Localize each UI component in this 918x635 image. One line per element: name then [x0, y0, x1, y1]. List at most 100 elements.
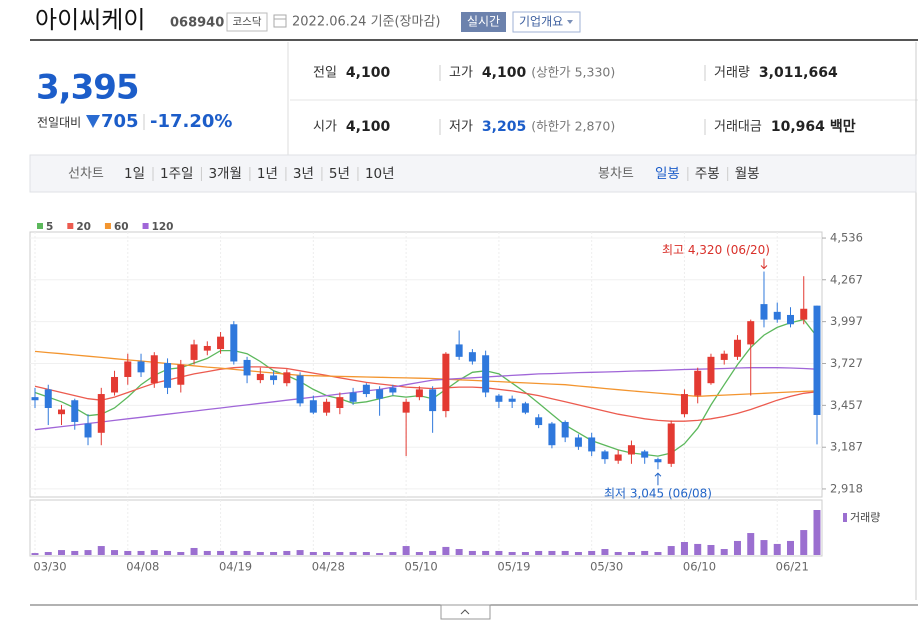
low-arrow: [654, 472, 662, 486]
stat-note: (하한가 2,870): [531, 119, 615, 134]
volume-bar: [309, 552, 317, 555]
y-tick-label: 4,536: [830, 231, 863, 245]
y-tick-label: 3,727: [830, 356, 863, 370]
volume-bar: [111, 550, 119, 555]
volume-bar: [177, 552, 185, 555]
change-rate: -17.20%: [150, 111, 232, 132]
stat-value: 3,205: [482, 119, 526, 135]
collapse-button[interactable]: [440, 604, 491, 620]
tab[interactable]: 월봉: [735, 166, 760, 182]
candle-body: [535, 417, 543, 426]
candle-body: [323, 401, 331, 413]
candle-body: [217, 336, 225, 350]
candle-body: [415, 389, 423, 398]
volume-bar: [442, 546, 450, 555]
candle-body: [667, 423, 675, 464]
candle-body: [508, 398, 516, 402]
candle-body: [389, 387, 397, 393]
x-tick-label: 05/30: [590, 560, 623, 574]
company-name: 아이씨케이: [35, 6, 145, 34]
volume-bar: [376, 553, 384, 555]
volume-bar: [561, 550, 569, 555]
high-annotation: 최고 4,320 (06/20): [662, 243, 770, 257]
volume-bar: [97, 546, 105, 555]
candle-body: [442, 353, 450, 412]
legend-label: 120: [152, 221, 174, 233]
tab[interactable]: 1주일: [160, 166, 193, 182]
tab[interactable]: 3년: [293, 166, 314, 182]
stat-label: 거래량: [714, 66, 750, 81]
volume-bar: [760, 540, 768, 555]
candle-body: [561, 421, 569, 438]
realtime-button-text[interactable]: 실시간: [467, 15, 500, 29]
stat-label: 거래대금: [714, 120, 762, 135]
tab[interactable]: 3개월: [208, 166, 241, 182]
candle-body: [124, 361, 132, 377]
volume-bar: [336, 552, 344, 555]
candle-body: [150, 355, 158, 384]
overview-button[interactable]: [512, 11, 581, 33]
volume-frame: [29, 499, 823, 557]
candle-body: [455, 344, 463, 357]
market: 코스닥: [233, 16, 262, 28]
volume-bar: [283, 550, 291, 555]
candle-body: [243, 359, 251, 376]
x-tick-label: 04/08: [126, 560, 159, 574]
candle-body: [31, 397, 39, 401]
volume-bar: [349, 552, 357, 555]
stat-label: 저가: [449, 120, 473, 135]
legend-swatch: [37, 223, 43, 229]
volume-bar: [71, 550, 79, 555]
candle-body: [641, 451, 649, 458]
candle-body: [601, 451, 609, 460]
stat-value: 4,100: [346, 119, 391, 135]
moving-average: [34, 367, 818, 431]
tab[interactable]: 1일: [124, 166, 145, 182]
tab[interactable]: 1년: [257, 166, 278, 182]
y-tick-label: 3,187: [830, 440, 863, 454]
volume-bar: [243, 550, 251, 555]
x-tick-label: 05/19: [497, 560, 530, 574]
candle-body: [813, 305, 821, 415]
stat-note: (상한가 5,330): [531, 65, 615, 80]
candle-body: [468, 352, 476, 362]
volume-bar: [137, 550, 145, 555]
candle-body: [614, 454, 622, 461]
legend-swatch: [142, 223, 149, 229]
candle-body: [720, 353, 728, 360]
volume-bar: [150, 550, 158, 555]
volume-bar: [601, 549, 609, 555]
volume-bar: [323, 552, 331, 555]
down-arrow: [86, 115, 100, 128]
volume-bar: [535, 550, 543, 555]
volume-bar: [495, 550, 503, 555]
candle-body: [349, 392, 357, 402]
candle-body: [760, 304, 768, 320]
volume-bar: [362, 552, 370, 555]
volume-bar: [707, 544, 715, 555]
stat-unit: 백만: [830, 119, 856, 135]
candle-chart-label: 봉차트: [598, 167, 634, 182]
candle-body: [786, 314, 794, 325]
volume-label: 거래량: [850, 511, 880, 524]
low-annotation: 최저 3,045 (06/08): [604, 487, 712, 501]
candle-body: [800, 308, 808, 320]
tab[interactable]: 주봉: [695, 166, 720, 182]
stat-label: 전일: [313, 66, 337, 81]
candle-body: [402, 401, 410, 413]
candle-body: [137, 361, 145, 373]
volume-bar: [521, 552, 529, 555]
stat-value: 4,100: [482, 65, 527, 81]
volume-bar: [230, 550, 238, 555]
candle-body: [521, 403, 529, 413]
candle-body: [482, 355, 490, 393]
tab[interactable]: 5년: [329, 166, 350, 182]
tab[interactable]: 10년: [365, 166, 395, 182]
candle-body: [58, 409, 66, 415]
candle-body: [680, 394, 688, 415]
tab[interactable]: 일봉: [655, 166, 680, 182]
volume-bar: [548, 550, 556, 555]
x-tick-label: 04/28: [312, 560, 345, 574]
overview-button-text[interactable]: 기업개요: [519, 15, 563, 29]
realtime-button[interactable]: [461, 12, 506, 32]
